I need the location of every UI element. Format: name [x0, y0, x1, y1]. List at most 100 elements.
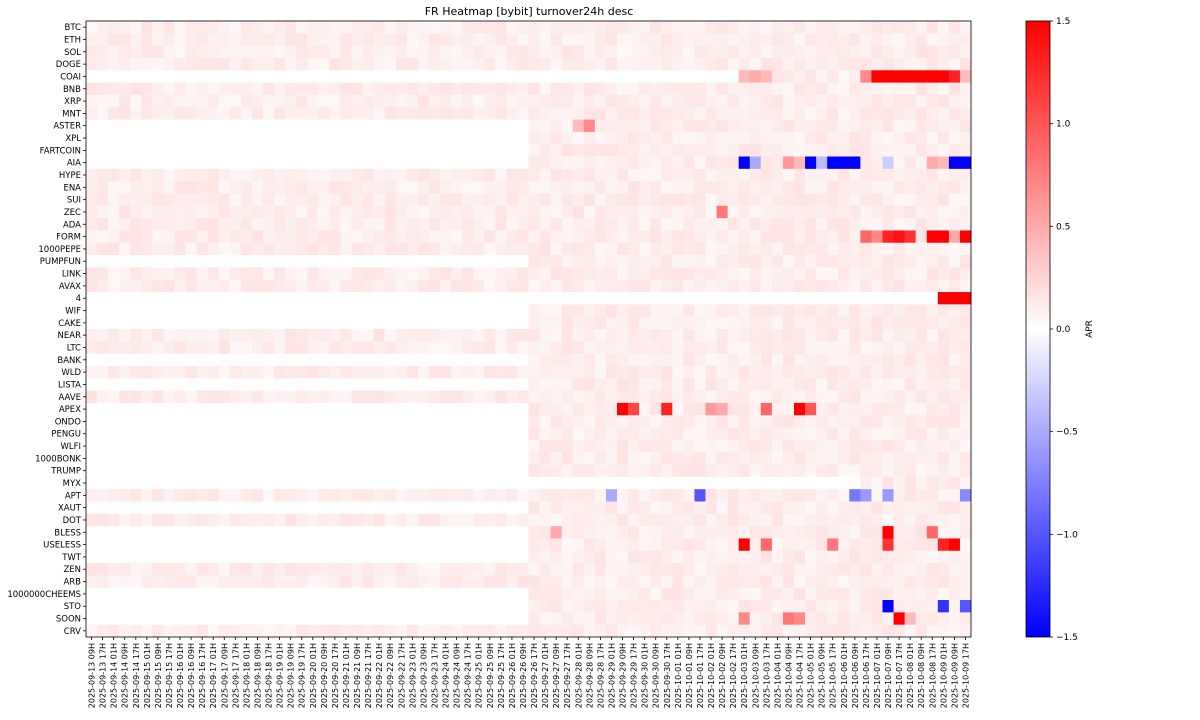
heatmap-cell [893, 107, 906, 120]
heatmap-cell [119, 378, 131, 391]
heatmap-cell [329, 94, 341, 108]
heatmap-cell [152, 365, 164, 379]
heatmap-cell [428, 107, 441, 120]
heatmap-cell [274, 612, 286, 626]
heatmap-cell [517, 255, 529, 268]
heatmap-cell [782, 415, 795, 428]
x-tick-label: 2025-10-05 17H [829, 643, 838, 708]
heatmap-cell [926, 45, 939, 59]
heatmap-cell [594, 538, 607, 552]
heatmap-cell [196, 205, 209, 219]
heatmap-cell [229, 144, 242, 157]
heatmap-cell [650, 513, 662, 527]
heatmap-cell [771, 57, 784, 71]
heatmap-cell [893, 587, 906, 601]
heatmap-cell [451, 107, 463, 120]
heatmap-cell [152, 526, 164, 539]
heatmap-cell [617, 415, 629, 428]
heatmap-cell [384, 82, 397, 96]
heatmap-cell [672, 587, 684, 601]
heatmap-cell [495, 131, 507, 145]
heatmap-cell [738, 329, 751, 342]
heatmap-cell [263, 94, 275, 108]
heatmap-cell [285, 316, 297, 330]
heatmap-cell [462, 205, 474, 219]
heatmap-cell [141, 612, 153, 626]
heatmap-cell [572, 452, 585, 465]
heatmap-cell [893, 267, 906, 281]
heatmap-cell [959, 587, 972, 601]
heatmap-cell [683, 600, 695, 613]
heatmap-cell [605, 70, 618, 83]
heatmap-cell [86, 563, 98, 576]
heatmap-cell [506, 267, 518, 281]
heatmap-cell [661, 341, 673, 355]
heatmap-cell [406, 218, 419, 231]
heatmap-cell [838, 353, 850, 367]
heatmap-cell [373, 131, 386, 145]
heatmap-cell [926, 205, 939, 219]
heatmap-cell [329, 439, 341, 453]
heatmap-cell [650, 575, 662, 589]
heatmap-cell [561, 131, 574, 145]
heatmap-cell [406, 205, 419, 219]
heatmap-cell [727, 353, 740, 367]
heatmap-cell [340, 279, 352, 293]
heatmap-cell [417, 181, 430, 194]
heatmap-cell [417, 612, 430, 626]
heatmap-cell [661, 476, 673, 490]
heatmap-cell [915, 107, 928, 120]
heatmap-cell [672, 168, 684, 182]
heatmap-cell [926, 624, 939, 638]
heatmap-cell [141, 526, 153, 539]
heatmap-cell [428, 255, 441, 268]
heatmap-cell [771, 329, 784, 342]
heatmap-cell [882, 168, 894, 182]
heatmap-cell [318, 427, 330, 441]
heatmap-cell [550, 452, 563, 465]
heatmap-cell [119, 353, 131, 367]
heatmap-cell [428, 21, 441, 34]
heatmap-cell [141, 230, 153, 244]
heatmap-cell [417, 427, 430, 441]
heatmap-cell [141, 57, 153, 71]
heatmap-cell [727, 526, 740, 539]
heatmap-cell [207, 70, 220, 83]
heatmap-cell [561, 156, 574, 170]
heatmap-cell [550, 57, 563, 71]
heatmap-cell [130, 390, 142, 404]
heatmap-cell [340, 415, 352, 428]
heatmap-cell [384, 267, 397, 281]
x-tick-label: 2025-09-30 09H [652, 643, 661, 708]
heatmap-cell [860, 131, 872, 145]
heatmap-cell [351, 218, 363, 231]
heatmap-cell [462, 292, 474, 305]
heatmap-cell [174, 464, 186, 478]
heatmap-cell [218, 21, 231, 34]
heatmap-cell [384, 45, 397, 59]
heatmap-cell [816, 365, 828, 379]
heatmap-cell [583, 390, 596, 404]
heatmap-cell [849, 193, 861, 207]
heatmap-cell [528, 193, 540, 207]
heatmap-cell [959, 45, 972, 59]
heatmap-cell [904, 600, 917, 613]
heatmap-cell [937, 538, 950, 552]
heatmap-cell [428, 57, 441, 71]
heatmap-cell [130, 378, 142, 391]
heatmap-cell [318, 476, 330, 490]
heatmap-cell [639, 587, 651, 601]
heatmap-cell [362, 33, 375, 47]
heatmap-cell [572, 21, 585, 34]
heatmap-cell [484, 427, 496, 441]
heatmap-cell [539, 230, 552, 244]
heatmap-cell [904, 70, 917, 83]
heatmap-cell [207, 304, 220, 318]
heatmap-cell [86, 600, 98, 613]
heatmap-cell [251, 316, 264, 330]
heatmap-cell [119, 439, 131, 453]
heatmap-cell [395, 267, 408, 281]
heatmap-cell [794, 144, 806, 157]
heatmap-cell [528, 82, 540, 96]
heatmap-cell [384, 501, 397, 515]
